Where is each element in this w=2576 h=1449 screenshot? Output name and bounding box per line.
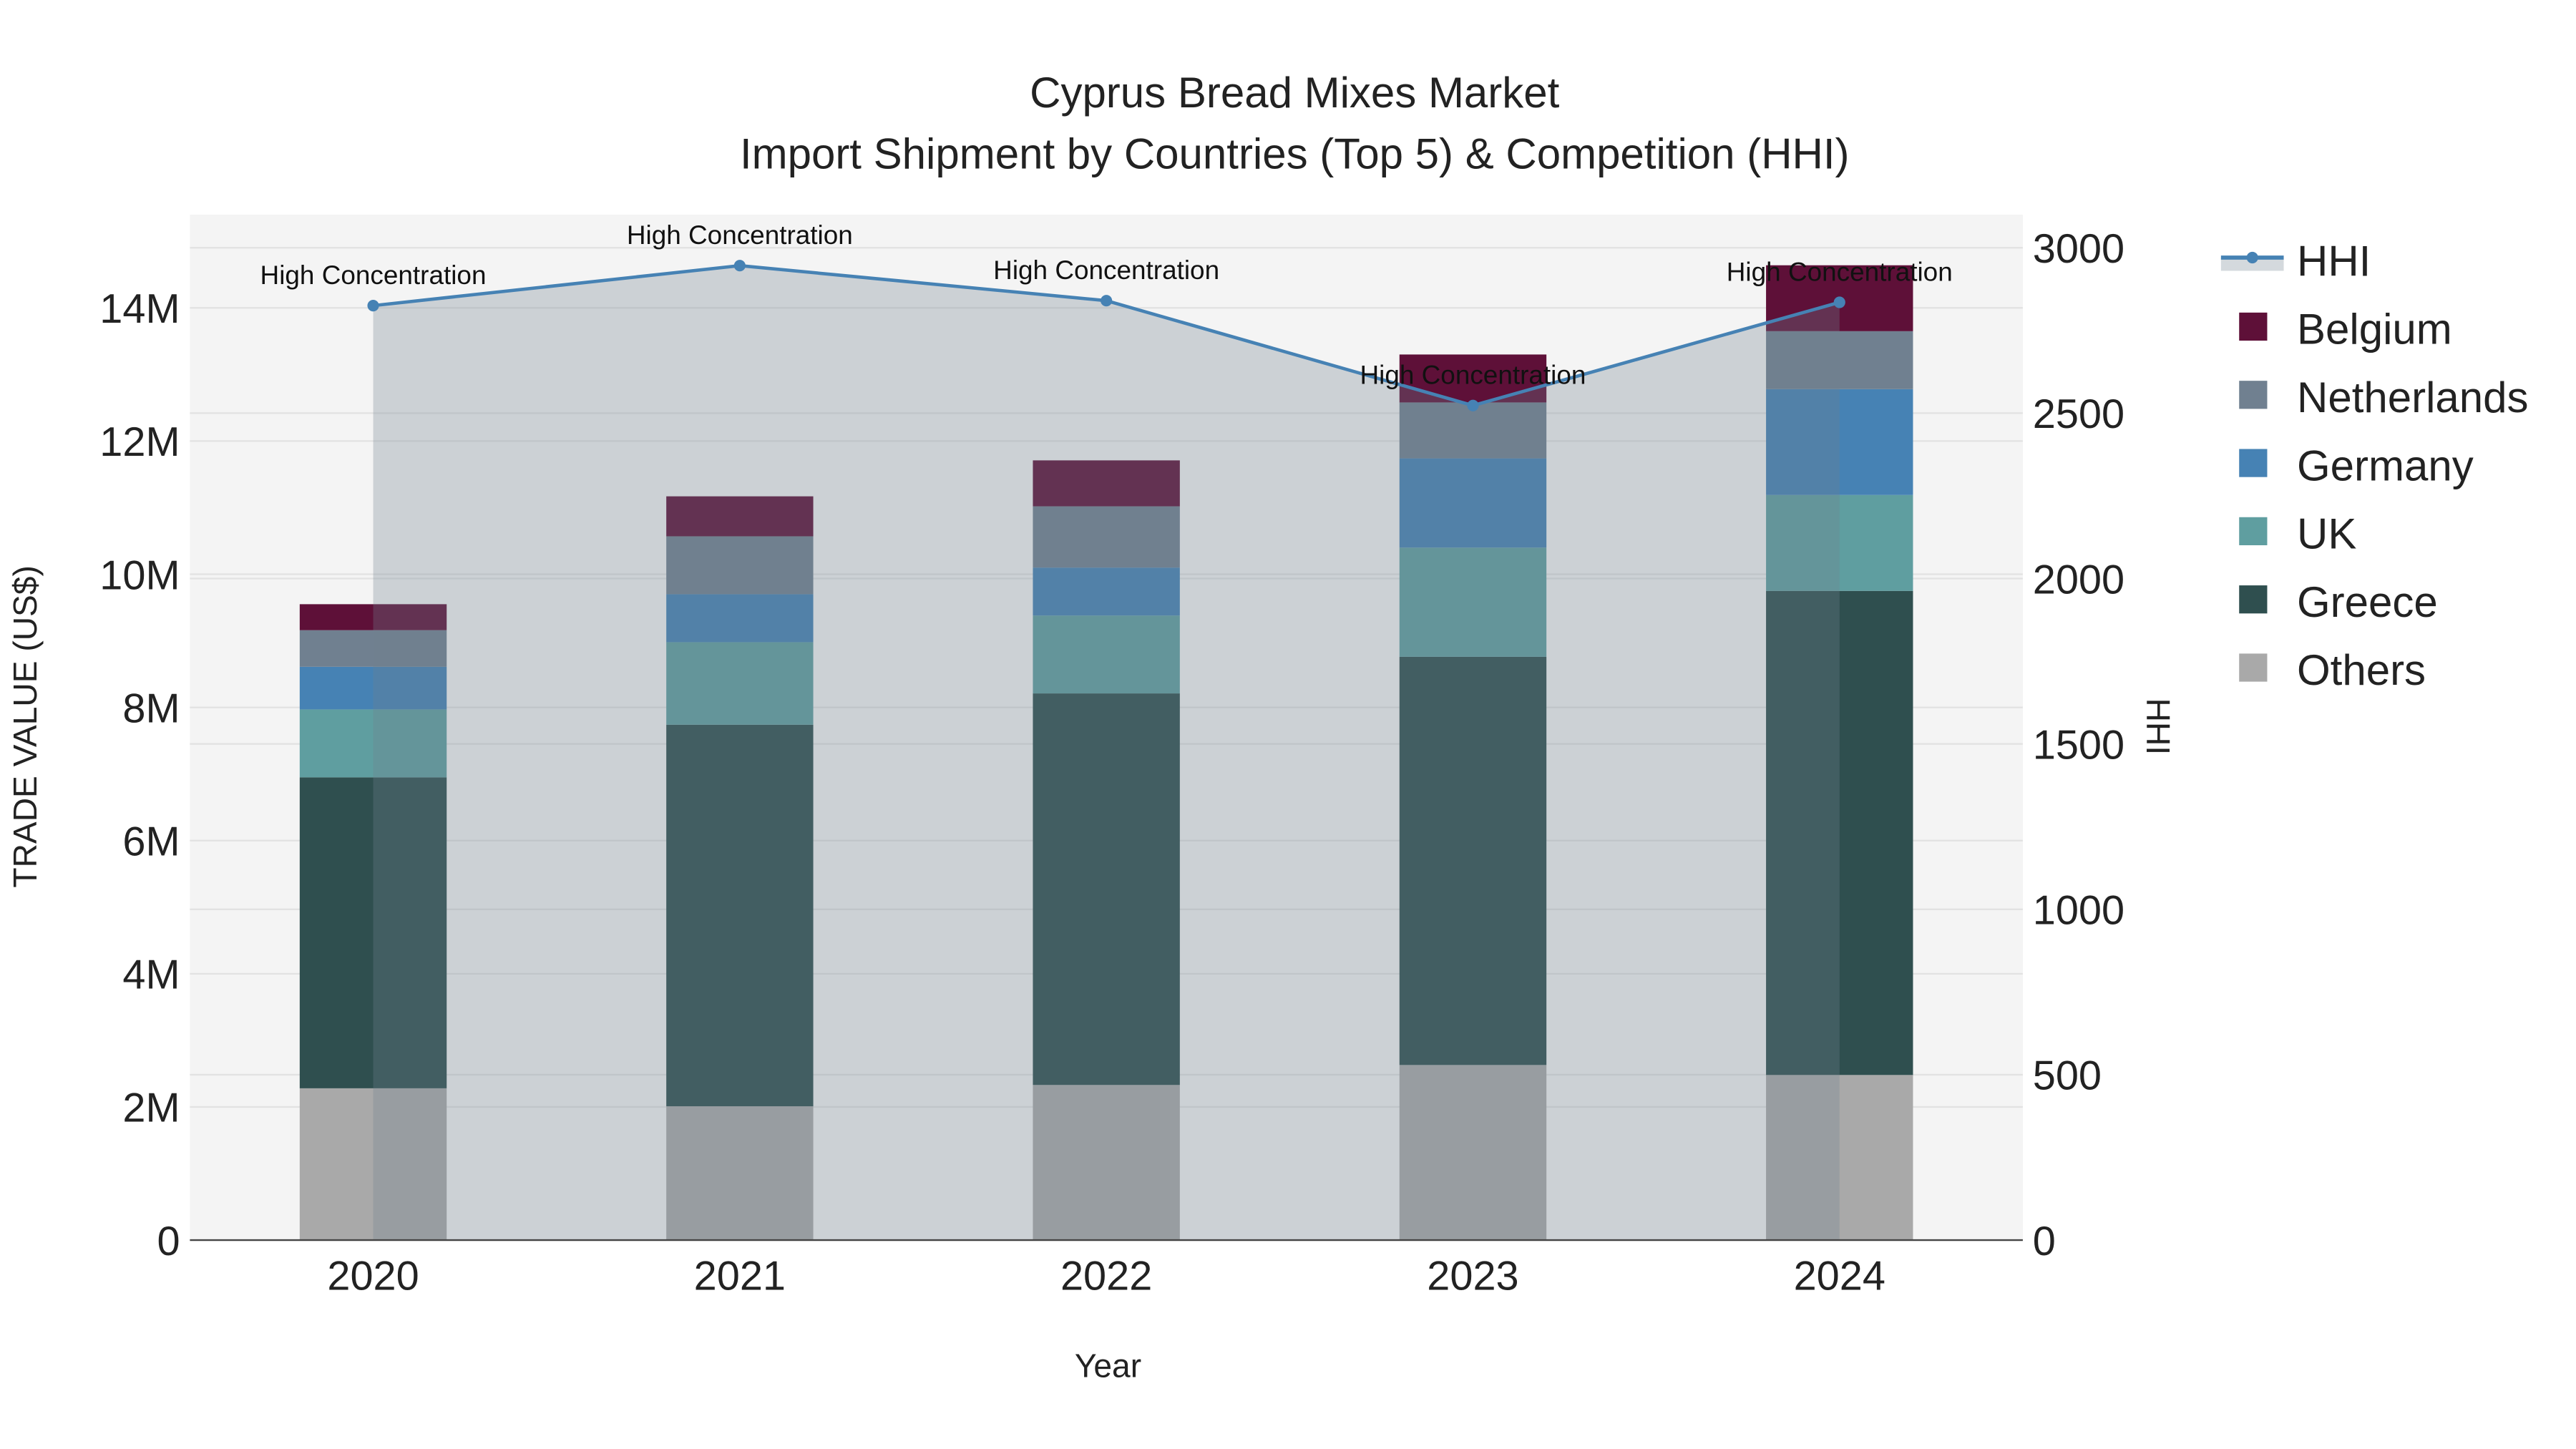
x-axis-label: Year [1075, 1347, 1141, 1385]
x-tick-label: 2020 [327, 1253, 419, 1299]
bar-netherlands-2020[interactable] [299, 630, 447, 667]
x-tick-label: 2023 [1427, 1253, 1518, 1299]
chart-title-line1: Cyprus Bread Mixes Market [1030, 69, 1560, 117]
bar-greece-2022[interactable] [1033, 693, 1180, 1085]
bar-greece-2021[interactable] [666, 724, 814, 1107]
bars [299, 265, 1913, 1241]
legend-label: Belgium [2297, 306, 2452, 353]
chart-title-line2: Import Shipment by Countries (Top 5) & C… [740, 130, 1850, 177]
bar-netherlands-2023[interactable] [1399, 402, 1547, 459]
legend-hhi-area-swatch [2220, 258, 2284, 271]
hhi-point-2023[interactable] [1467, 399, 1479, 411]
legend-label: Greece [2297, 578, 2438, 626]
bar-netherlands-2021[interactable] [666, 536, 814, 595]
hhi-point-2024[interactable] [1833, 296, 1845, 308]
bar-germany-2023[interactable] [1399, 458, 1547, 548]
bar-uk-2021[interactable] [666, 642, 814, 725]
y2-tick-label: 1000 [2033, 888, 2124, 934]
bar-germany-2024[interactable] [1766, 389, 1913, 495]
bar-belgium-2023[interactable] [1399, 354, 1547, 403]
y2-tick-label: 2000 [2033, 557, 2124, 602]
legend-item-hhi[interactable]: HHI [2220, 237, 2371, 285]
y2-tick-label: 0 [2033, 1219, 2056, 1264]
y-axis-label: TRADE VALUE (US$) [6, 565, 44, 887]
y2-tick-label: 3000 [2033, 226, 2124, 272]
bar-greece-2020[interactable] [299, 777, 447, 1088]
bar-uk-2024[interactable] [1766, 494, 1913, 591]
y2-tick-label: 1500 [2033, 722, 2124, 768]
hhi-area [373, 265, 1840, 1241]
x-tick-label: 2024 [1794, 1253, 1885, 1299]
legend-item-germany[interactable]: Germany [2239, 441, 2474, 489]
y-tick-label: 0 [157, 1219, 180, 1264]
y-tick-label: 14M [99, 286, 180, 332]
bar-germany-2022[interactable] [1033, 567, 1180, 616]
bar-uk-2022[interactable] [1033, 615, 1180, 694]
hhi-point-2021[interactable] [733, 260, 746, 272]
legend-item-uk[interactable]: UK [2239, 510, 2356, 558]
legend-label: Others [2297, 646, 2426, 694]
x-tick-label: 2022 [1060, 1253, 1152, 1299]
y-tick-label: 8M [122, 686, 180, 731]
hhi-point-2022[interactable] [1101, 295, 1113, 307]
bar-greece-2023[interactable] [1399, 656, 1547, 1065]
y-tick-label: 10M [99, 552, 180, 598]
hhi-annotation: High Concentration [1360, 361, 1586, 390]
legend-item-greece[interactable]: Greece [2239, 578, 2438, 626]
bar-netherlands-2024[interactable] [1766, 331, 1913, 389]
bar-others-2022[interactable] [1033, 1085, 1180, 1241]
bar-others-2021[interactable] [666, 1106, 814, 1241]
bar-germany-2020[interactable] [299, 666, 447, 710]
legend-swatch [2239, 653, 2268, 682]
hhi-annotation: High Concentration [993, 255, 1219, 285]
legend-hhi-marker [2246, 251, 2258, 264]
y-tick-label: 4M [122, 952, 180, 998]
y2-tick-label: 2500 [2033, 391, 2124, 437]
legend-swatch [2239, 449, 2268, 477]
hhi-annotation: High Concentration [1727, 258, 1953, 287]
legend-label: Netherlands [2297, 374, 2529, 421]
y2-tick-label: 500 [2033, 1053, 2102, 1099]
legend-item-belgium[interactable]: Belgium [2239, 306, 2452, 353]
legend-label: Germany [2297, 441, 2474, 489]
bar-greece-2024[interactable] [1766, 590, 1913, 1075]
bar-others-2024[interactable] [1766, 1075, 1913, 1241]
bar-belgium-2020[interactable] [299, 604, 447, 630]
legend-label: HHI [2297, 237, 2371, 285]
legend-swatch [2239, 517, 2268, 545]
legend-label: UK [2297, 510, 2356, 558]
bar-others-2020[interactable] [299, 1088, 447, 1241]
bar-germany-2021[interactable] [666, 594, 814, 643]
bar-belgium-2021[interactable] [666, 496, 814, 537]
legend-item-others[interactable]: Others [2239, 646, 2426, 694]
y2-axis-ticks: 0 500 1000 1500 2000 2500 3000 [2033, 226, 2124, 1264]
y2-axis-label: HHI [2140, 698, 2177, 755]
legend-swatch [2239, 585, 2268, 614]
hhi-annotation: High Concentration [260, 260, 487, 290]
legend-swatch [2239, 381, 2268, 409]
legend: HHI Belgium Netherlands Germany UK Greece Othe… [2220, 237, 2529, 694]
bar-uk-2020[interactable] [299, 709, 447, 778]
y-tick-label: 2M [122, 1085, 180, 1131]
x-axis-ticks: 2020 2021 2022 2023 2024 [327, 1253, 1885, 1299]
bar-others-2023[interactable] [1399, 1065, 1547, 1241]
y-tick-label: 12M [99, 419, 180, 465]
hhi-series: High Concentration High Concentration High… [260, 220, 1953, 1241]
hhi-annotation: High Concentration [627, 220, 853, 250]
x-tick-label: 2021 [694, 1253, 786, 1299]
bar-belgium-2022[interactable] [1033, 460, 1180, 507]
y-tick-label: 6M [122, 819, 180, 865]
bar-uk-2023[interactable] [1399, 547, 1547, 657]
legend-item-netherlands[interactable]: Netherlands [2239, 374, 2529, 421]
legend-swatch [2239, 312, 2268, 341]
hhi-point-2020[interactable] [367, 300, 379, 312]
bar-netherlands-2022[interactable] [1033, 506, 1180, 568]
y-axis-ticks: 0 2M 4M 6M 8M 10M 12M 14M [99, 286, 180, 1264]
